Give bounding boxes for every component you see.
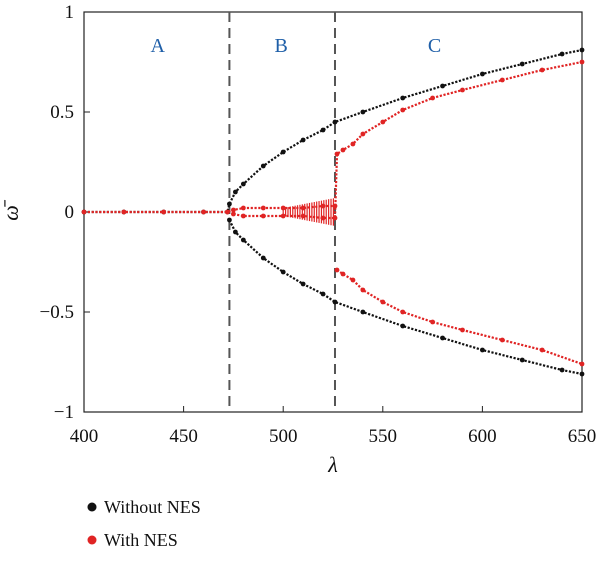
x-axis: 400 450 500 550 600 650 (70, 406, 597, 447)
data-point (380, 119, 386, 125)
series-curve (228, 219, 583, 376)
data-point (260, 213, 266, 219)
data-point (334, 267, 340, 273)
legend-marker (87, 502, 97, 512)
legend-label: Without NES (104, 497, 201, 517)
data-point (430, 95, 435, 101)
series-curve (84, 48, 583, 214)
data-series (81, 47, 585, 377)
data-point (300, 137, 306, 143)
data-point (360, 131, 366, 137)
data-point (499, 337, 505, 343)
data-point (260, 163, 266, 169)
y-tick-label: −1 (54, 402, 74, 423)
data-point (579, 371, 585, 377)
data-point (227, 201, 232, 207)
data-point (81, 209, 87, 215)
data-point (231, 211, 236, 217)
data-point (240, 181, 246, 187)
data-point (400, 309, 406, 315)
data-point (320, 291, 326, 297)
data-point (161, 209, 167, 215)
series-curve (336, 269, 583, 366)
data-point (350, 277, 356, 283)
region-labels: A B C (150, 35, 441, 57)
data-point (240, 237, 246, 243)
legend-marker (87, 535, 97, 545)
data-point (332, 299, 338, 305)
series-curve (233, 60, 583, 220)
data-point (350, 141, 356, 147)
data-point (579, 361, 585, 367)
data-point (340, 271, 346, 277)
data-point (460, 327, 465, 333)
data-point (559, 51, 565, 57)
data-point (231, 207, 236, 213)
data-point (280, 149, 286, 155)
data-point (240, 213, 246, 219)
y-tick-label: 0.5 (50, 102, 74, 123)
data-point (201, 209, 206, 215)
x-tick-label: 550 (369, 426, 398, 447)
data-point (539, 67, 545, 73)
y-tick-label: 1 (65, 2, 75, 23)
y-tick-label: 0 (65, 202, 75, 223)
data-point (579, 59, 585, 65)
region-label-a: A (150, 35, 165, 57)
x-tick-label: 650 (568, 426, 597, 447)
data-point (400, 107, 406, 113)
y-axis-label: ω̄ (0, 199, 23, 221)
data-point (519, 357, 525, 363)
data-point (225, 209, 230, 215)
data-point (260, 205, 266, 211)
with-nes-oscillation (282, 198, 334, 226)
data-point (559, 367, 565, 373)
data-point (360, 287, 366, 293)
x-axis-label: λ (327, 452, 338, 477)
x-tick-label: 400 (70, 426, 99, 447)
x-tick-label: 500 (269, 426, 298, 447)
data-point (232, 189, 238, 195)
data-point (400, 95, 406, 101)
data-point (460, 87, 465, 93)
data-point (280, 269, 286, 275)
region-label-c: C (428, 35, 441, 57)
data-point (499, 77, 505, 83)
region-label-b: B (275, 35, 288, 57)
data-point (480, 347, 485, 353)
data-point (380, 299, 386, 305)
data-point (430, 319, 435, 325)
legend-label: With NES (104, 530, 178, 550)
data-point (320, 127, 326, 133)
data-point (121, 209, 127, 215)
y-tick-label: −0.5 (40, 302, 74, 323)
data-point (400, 323, 406, 329)
data-point (440, 335, 445, 341)
data-point (332, 119, 338, 125)
x-tick-label: 450 (169, 426, 198, 447)
y-axis: 1 0.5 0 −0.5 −1 (40, 2, 90, 423)
data-point (334, 151, 340, 157)
data-point (360, 309, 366, 315)
data-point (227, 217, 232, 223)
data-point (260, 255, 266, 261)
data-point (240, 205, 246, 211)
legend: Without NES With NES (87, 497, 201, 550)
x-tick-label: 600 (468, 426, 497, 447)
data-point (300, 281, 306, 287)
data-point (539, 347, 545, 353)
data-point (579, 47, 585, 53)
series-curve (84, 204, 335, 214)
data-point (480, 71, 485, 77)
data-point (519, 61, 525, 67)
data-point (440, 83, 445, 89)
data-point (232, 229, 238, 235)
data-point (360, 109, 366, 115)
data-point (340, 147, 346, 153)
